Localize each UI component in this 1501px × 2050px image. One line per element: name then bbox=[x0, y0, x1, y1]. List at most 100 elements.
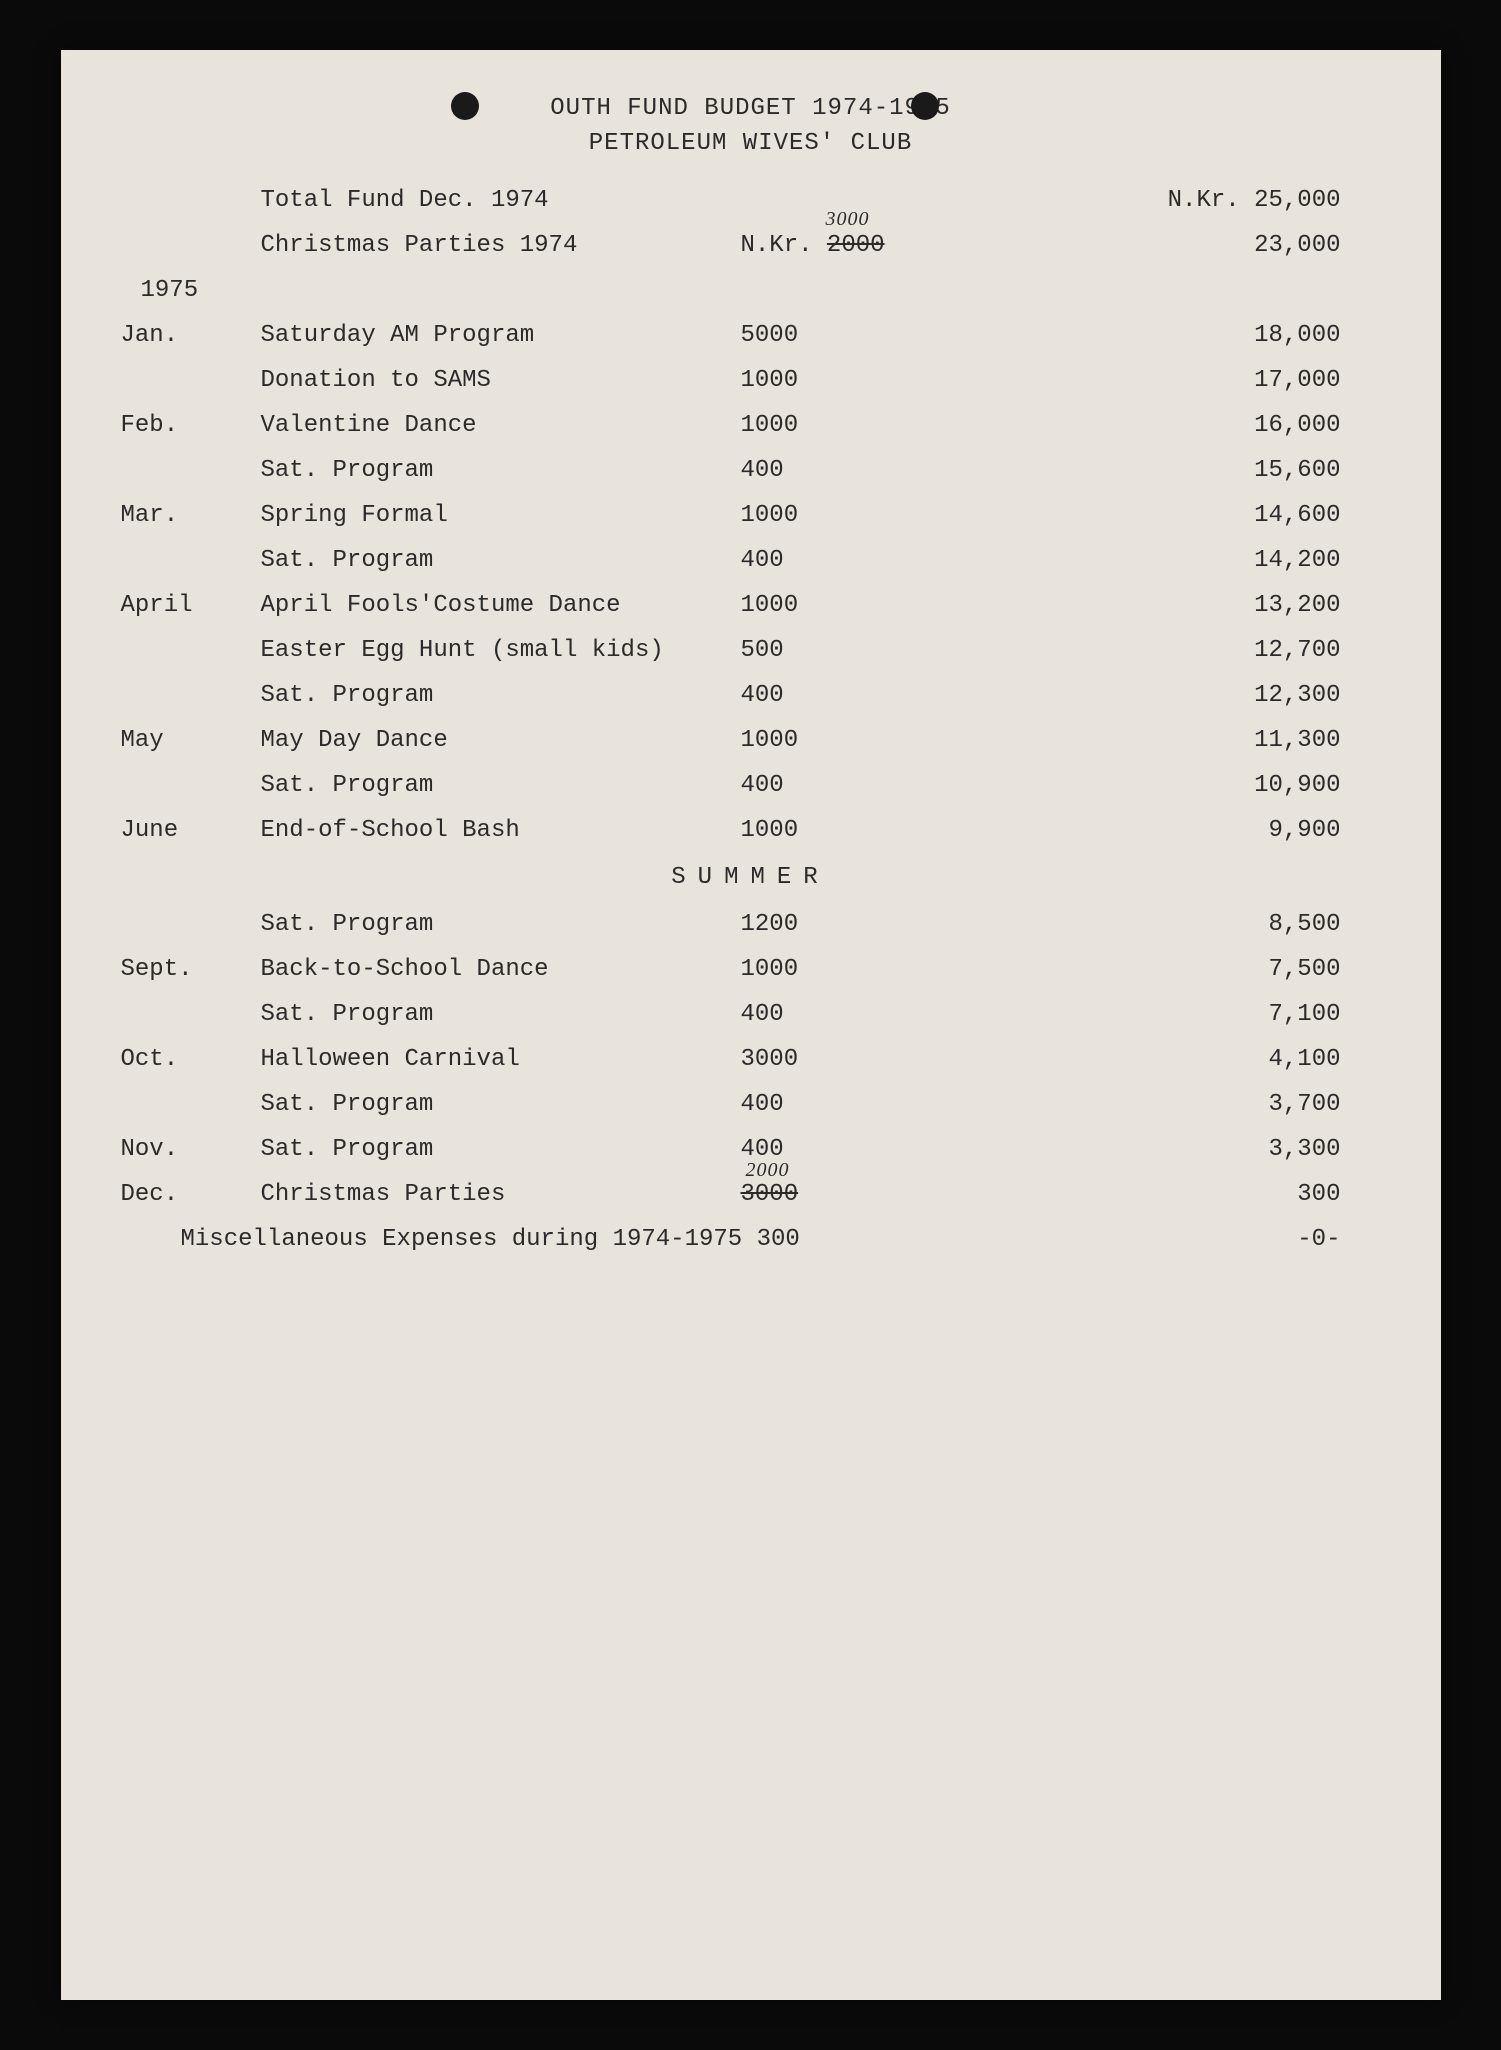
balance-prefix: N.Kr. bbox=[1168, 187, 1240, 214]
amount-cell: 1200 bbox=[741, 911, 1021, 938]
desc-cell: Sat. Program bbox=[261, 1136, 741, 1163]
amount-cell: 1000 bbox=[741, 412, 1021, 439]
desc-cell: Easter Egg Hunt (small kids) bbox=[261, 637, 741, 664]
summer-budget-rows: Sat. Program12008,500Sept.Back-to-School… bbox=[121, 911, 1381, 1163]
amount-strike: 3000 bbox=[741, 1181, 799, 1208]
balance-cell: 12,300 bbox=[1021, 682, 1381, 709]
amount-cell: 400 bbox=[741, 682, 1021, 709]
summer-heading: SUMMER bbox=[121, 864, 1381, 891]
desc-cell: Sat. Program bbox=[261, 1091, 741, 1118]
document-title: OUTH FUND BUDGET 1974-1975 bbox=[121, 95, 1381, 122]
balance-cell: 4,100 bbox=[1021, 1046, 1381, 1073]
desc-cell: Spring Formal bbox=[261, 502, 741, 529]
amount-prefix: N.Kr. bbox=[741, 232, 813, 259]
desc-cell: Valentine Dance bbox=[261, 412, 741, 439]
budget-row: Easter Egg Hunt (small kids)50012,700 bbox=[121, 637, 1381, 664]
desc-cell: Christmas Parties bbox=[261, 1181, 741, 1208]
balance-cell: 300 bbox=[1021, 1181, 1381, 1208]
total-fund-row: Total Fund Dec. 1974 N.Kr. 25,000 bbox=[121, 187, 1381, 214]
desc-cell: Sat. Program bbox=[261, 772, 741, 799]
month-cell: Feb. bbox=[121, 412, 261, 439]
desc-cell: Total Fund Dec. 1974 bbox=[261, 187, 741, 214]
budget-row: Sat. Program4003,700 bbox=[121, 1091, 1381, 1118]
month-cell: Jan. bbox=[121, 322, 261, 349]
budget-row: Feb.Valentine Dance100016,000 bbox=[121, 412, 1381, 439]
misc-desc: Miscellaneous Expenses during 1974-1975 … bbox=[121, 1226, 821, 1253]
balance-cell: 17,000 bbox=[1021, 367, 1381, 394]
budget-row: AprilApril Fools'Costume Dance100013,200 bbox=[121, 592, 1381, 619]
budget-row: Mar.Spring Formal100014,600 bbox=[121, 502, 1381, 529]
balance-cell: N.Kr. 25,000 bbox=[1021, 187, 1381, 214]
budget-row: Sat. Program40012,300 bbox=[121, 682, 1381, 709]
month-cell: Oct. bbox=[121, 1046, 261, 1073]
amount-cell: 500 bbox=[741, 637, 1021, 664]
amount-cell: 1000 bbox=[741, 592, 1021, 619]
balance-cell: 16,000 bbox=[1021, 412, 1381, 439]
handwritten-correction: 2000 bbox=[746, 1159, 790, 1182]
balance-cell: 13,200 bbox=[1021, 592, 1381, 619]
budget-row: Sat. Program12008,500 bbox=[121, 911, 1381, 938]
amount-strike: 2000 bbox=[827, 232, 885, 259]
month-cell: Mar. bbox=[121, 502, 261, 529]
budget-row: Sat. Program40015,600 bbox=[121, 457, 1381, 484]
dec-row: Dec. Christmas Parties 2000 3000 300 bbox=[121, 1181, 1381, 1208]
amount-cell: 3000 bbox=[741, 1046, 1021, 1073]
amount-cell: 3000 N.Kr. 2000 bbox=[741, 232, 1021, 259]
misc-row: Miscellaneous Expenses during 1974-1975 … bbox=[121, 1226, 1381, 1253]
budget-row: Sept.Back-to-School Dance10007,500 bbox=[121, 956, 1381, 983]
balance-cell: 14,200 bbox=[1021, 547, 1381, 574]
amount-cell: 400 bbox=[741, 1091, 1021, 1118]
desc-cell: Sat. Program bbox=[261, 457, 741, 484]
punch-hole-right bbox=[911, 92, 939, 120]
month-cell: May bbox=[121, 727, 261, 754]
amount-cell: 1000 bbox=[741, 817, 1021, 844]
punch-hole-left bbox=[451, 92, 479, 120]
month-cell: April bbox=[121, 592, 261, 619]
balance-cell: 9,900 bbox=[1021, 817, 1381, 844]
desc-cell: April Fools'Costume Dance bbox=[261, 592, 741, 619]
balance-cell: 23,000 bbox=[1021, 232, 1381, 259]
desc-cell: Sat. Program bbox=[261, 547, 741, 574]
budget-row: Sat. Program40010,900 bbox=[121, 772, 1381, 799]
budget-row: Sat. Program4007,100 bbox=[121, 1001, 1381, 1028]
desc-cell: Donation to SAMS bbox=[261, 367, 741, 394]
budget-row: Donation to SAMS100017,000 bbox=[121, 367, 1381, 394]
desc-cell: Back-to-School Dance bbox=[261, 956, 741, 983]
amount-cell: 1000 bbox=[741, 727, 1021, 754]
month-cell: Nov. bbox=[121, 1136, 261, 1163]
amount-cell: 400 bbox=[741, 457, 1021, 484]
year-label: 1975 bbox=[141, 277, 1381, 304]
amount-cell: 400 bbox=[741, 547, 1021, 574]
budget-row: JuneEnd-of-School Bash10009,900 bbox=[121, 817, 1381, 844]
budget-rows: Jan.Saturday AM Program500018,000Donatio… bbox=[121, 322, 1381, 844]
budget-row: Sat. Program40014,200 bbox=[121, 547, 1381, 574]
budget-row: MayMay Day Dance100011,300 bbox=[121, 727, 1381, 754]
month-cell: Dec. bbox=[121, 1181, 261, 1208]
amount-cell: 1000 bbox=[741, 502, 1021, 529]
desc-cell: Sat. Program bbox=[261, 682, 741, 709]
balance-cell: 3,300 bbox=[1021, 1136, 1381, 1163]
amount-cell: 1000 bbox=[741, 956, 1021, 983]
desc-cell: Sat. Program bbox=[261, 1001, 741, 1028]
balance-cell: 8,500 bbox=[1021, 911, 1381, 938]
desc-cell: Halloween Carnival bbox=[261, 1046, 741, 1073]
amount-cell: 2000 3000 bbox=[741, 1181, 1021, 1208]
handwritten-correction: 3000 bbox=[826, 208, 870, 231]
desc-cell: End-of-School Bash bbox=[261, 817, 741, 844]
amount-cell: 400 bbox=[741, 1001, 1021, 1028]
desc-cell: Christmas Parties 1974 bbox=[261, 232, 741, 259]
document-subtitle: PETROLEUM WIVES' CLUB bbox=[121, 130, 1381, 157]
month-cell: Sept. bbox=[121, 956, 261, 983]
desc-cell: May Day Dance bbox=[261, 727, 741, 754]
balance-cell: 10,900 bbox=[1021, 772, 1381, 799]
amount-cell: 1000 bbox=[741, 367, 1021, 394]
desc-cell: Sat. Program bbox=[261, 911, 741, 938]
misc-balance: -0- bbox=[821, 1226, 1381, 1253]
balance-cell: 15,600 bbox=[1021, 457, 1381, 484]
amount-cell: 400 bbox=[741, 772, 1021, 799]
balance-cell: 11,300 bbox=[1021, 727, 1381, 754]
balance-cell: 7,500 bbox=[1021, 956, 1381, 983]
month-cell: June bbox=[121, 817, 261, 844]
balance-cell: 12,700 bbox=[1021, 637, 1381, 664]
balance-value: 25,000 bbox=[1254, 187, 1340, 214]
